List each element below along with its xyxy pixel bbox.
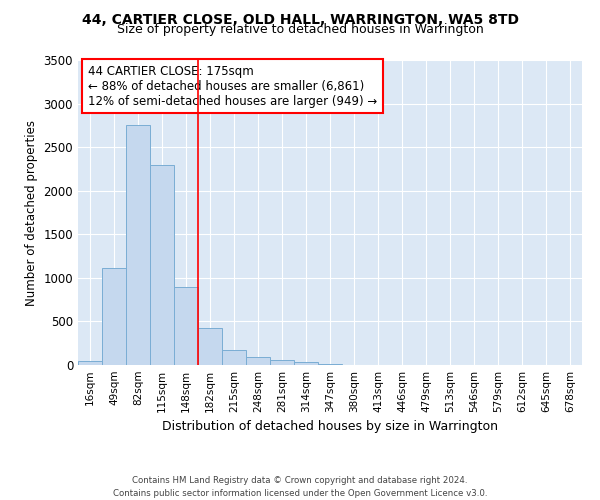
Y-axis label: Number of detached properties: Number of detached properties <box>25 120 38 306</box>
Bar <box>270 360 294 365</box>
Bar <box>78 360 102 365</box>
Bar <box>222 350 246 365</box>
Bar <box>294 362 318 365</box>
Text: 44 CARTIER CLOSE: 175sqm
← 88% of detached houses are smaller (6,861)
12% of sem: 44 CARTIER CLOSE: 175sqm ← 88% of detach… <box>88 64 377 108</box>
Bar <box>126 126 150 365</box>
Bar <box>246 356 270 365</box>
Bar <box>102 268 126 365</box>
Text: Contains HM Land Registry data © Crown copyright and database right 2024.
Contai: Contains HM Land Registry data © Crown c… <box>113 476 487 498</box>
Text: Size of property relative to detached houses in Warrington: Size of property relative to detached ho… <box>116 22 484 36</box>
Bar <box>318 364 342 365</box>
Bar <box>174 286 198 365</box>
X-axis label: Distribution of detached houses by size in Warrington: Distribution of detached houses by size … <box>162 420 498 434</box>
Bar <box>198 328 222 365</box>
Text: 44, CARTIER CLOSE, OLD HALL, WARRINGTON, WA5 8TD: 44, CARTIER CLOSE, OLD HALL, WARRINGTON,… <box>82 12 518 26</box>
Bar <box>150 164 174 365</box>
